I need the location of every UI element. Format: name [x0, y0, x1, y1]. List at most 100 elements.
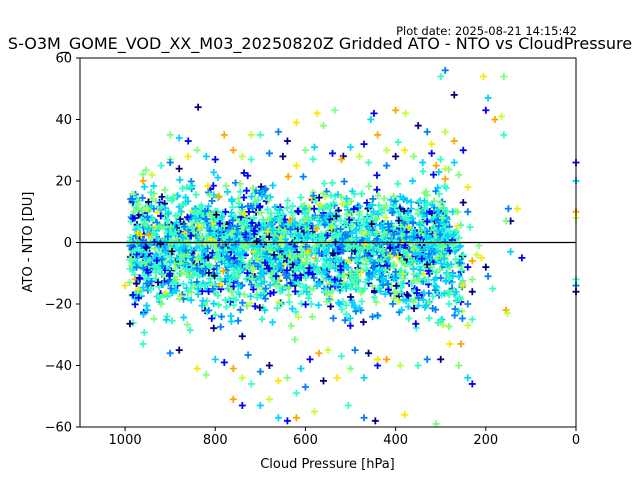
data-point	[147, 202, 155, 210]
data-point	[423, 260, 431, 268]
data-point	[297, 193, 305, 201]
data-point	[276, 206, 284, 214]
data-point	[352, 226, 360, 234]
data-point	[198, 287, 206, 295]
data-point	[261, 185, 269, 193]
data-point	[133, 263, 141, 271]
data-point	[130, 208, 138, 216]
data-point	[414, 206, 422, 214]
data-point	[404, 292, 412, 300]
data-point	[339, 235, 347, 243]
data-point	[337, 193, 345, 201]
data-point	[301, 383, 309, 391]
data-point	[264, 205, 272, 213]
data-point	[351, 346, 359, 354]
data-point	[206, 191, 214, 199]
data-point	[518, 254, 526, 262]
data-point	[270, 267, 278, 275]
chart-title: S-O3M_GOME_VOD_XX_M03_20250820Z Gridded …	[8, 34, 632, 54]
data-point	[332, 212, 340, 220]
data-point	[162, 316, 170, 324]
data-point	[139, 310, 147, 318]
data-point	[272, 255, 280, 263]
data-point	[423, 217, 431, 225]
data-point	[217, 281, 225, 289]
y-tick-label: 40	[55, 113, 72, 128]
data-point	[202, 371, 210, 379]
data-point	[452, 255, 460, 263]
data-point	[202, 265, 210, 273]
data-point	[392, 282, 400, 290]
data-point	[288, 305, 296, 313]
data-point	[420, 289, 428, 297]
data-point	[141, 219, 149, 227]
data-point	[372, 228, 380, 236]
data-point	[446, 340, 454, 348]
data-point	[262, 285, 270, 293]
data-point	[351, 272, 359, 280]
data-point	[228, 195, 236, 203]
data-point	[304, 230, 312, 238]
data-point	[166, 253, 174, 261]
data-point	[435, 168, 443, 176]
data-point	[347, 254, 355, 262]
data-point	[153, 257, 161, 265]
data-point	[146, 256, 154, 264]
data-point	[229, 365, 237, 373]
data-point	[374, 192, 382, 200]
data-point	[443, 269, 451, 277]
data-point	[200, 211, 208, 219]
data-point	[238, 203, 246, 211]
data-point	[292, 162, 300, 170]
data-point	[152, 274, 160, 282]
data-point	[458, 283, 466, 291]
data-point	[256, 304, 264, 312]
x-tick-label: 800	[203, 433, 228, 448]
data-point	[194, 253, 202, 261]
data-point	[394, 253, 402, 261]
data-point	[299, 216, 307, 224]
data-point	[183, 213, 191, 221]
data-point	[244, 351, 252, 359]
data-point	[335, 272, 343, 280]
data-point	[313, 282, 321, 290]
data-point	[247, 292, 255, 300]
data-point	[378, 209, 386, 217]
data-point	[296, 233, 304, 241]
data-point	[455, 243, 463, 251]
data-point	[390, 294, 398, 302]
data-point	[238, 152, 246, 160]
data-point	[437, 259, 445, 267]
data-point	[458, 266, 466, 274]
data-point	[252, 253, 260, 261]
data-point	[428, 140, 436, 148]
data-point	[381, 290, 389, 298]
data-point	[183, 265, 191, 273]
data-point	[348, 220, 356, 228]
data-point	[327, 191, 335, 199]
data-point	[234, 317, 242, 325]
data-point	[425, 314, 433, 322]
data-point	[484, 272, 492, 280]
data-point	[380, 194, 388, 202]
data-point	[177, 269, 185, 277]
data-point	[279, 152, 287, 160]
data-point	[361, 240, 369, 248]
data-point	[507, 248, 515, 256]
data-point	[134, 286, 142, 294]
data-point	[315, 301, 323, 309]
data-point	[270, 251, 278, 259]
data-point	[457, 340, 465, 348]
data-point	[265, 242, 273, 250]
data-point	[289, 202, 297, 210]
data-point	[445, 227, 453, 235]
data-point	[374, 362, 382, 369]
data-point	[147, 239, 155, 247]
data-point	[259, 268, 267, 276]
data-point	[350, 205, 358, 213]
data-point	[395, 297, 403, 305]
y-axis-label: ATO - NTO [DU]	[21, 192, 36, 293]
data-point	[500, 72, 508, 80]
data-point	[376, 238, 384, 246]
data-point	[258, 315, 266, 323]
